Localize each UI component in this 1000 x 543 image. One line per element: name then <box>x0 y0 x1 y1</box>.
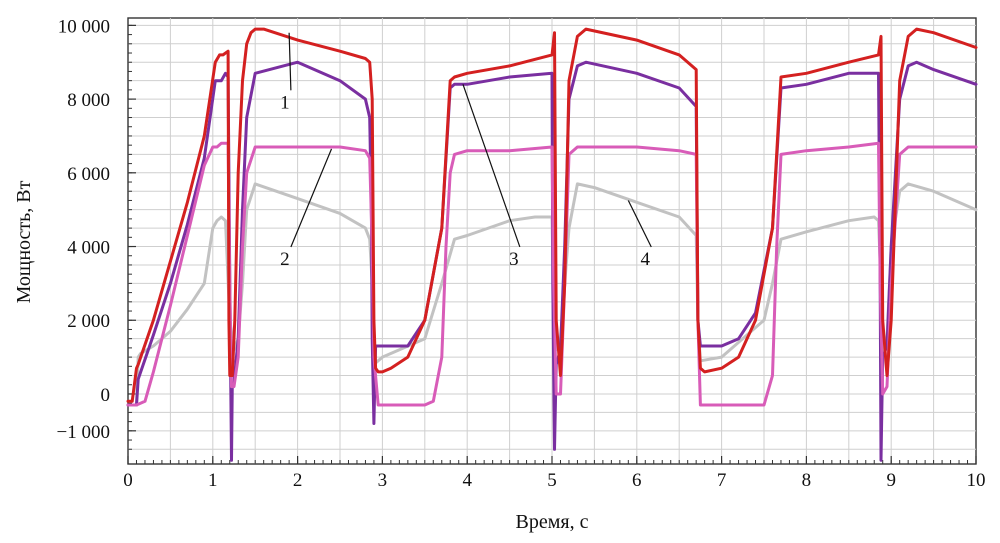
x-tick-label: 3 <box>378 470 388 491</box>
x-tick-label: 2 <box>293 470 303 491</box>
y-tick-label: 10 000 <box>58 16 110 37</box>
x-tick-label: 4 <box>462 470 472 491</box>
y-axis-title: Мощность, Вт <box>13 180 35 303</box>
y-tick-label: 0 <box>101 385 111 406</box>
x-tick-label: 5 <box>547 470 557 491</box>
x-tick-label: 8 <box>802 470 812 491</box>
x-tick-label: 9 <box>886 470 896 491</box>
minor-ticks <box>127 24 977 464</box>
y-tick-labels: −1 000 0 2 000 4 000 6 000 8 000 10 000 <box>57 16 110 442</box>
series-layer <box>126 27 978 462</box>
x-axis-title: Время, с <box>516 511 589 533</box>
series-line-1 <box>126 27 978 403</box>
callout-label-4: 4 <box>641 249 651 270</box>
callout-leader-1 <box>288 32 292 91</box>
x-tick-label: 10 <box>967 470 986 491</box>
x-tick-label: 6 <box>632 470 642 491</box>
y-tick-label: 4 000 <box>67 238 110 259</box>
x-tick-label: 7 <box>717 470 727 491</box>
y-tick-label: −1 000 <box>57 422 110 443</box>
y-tick-label: 2 000 <box>67 311 110 332</box>
y-tick-label: 8 000 <box>67 90 110 111</box>
callout-label-1: 1 <box>280 92 290 113</box>
callout-layer: 1 2 3 4 <box>280 32 652 270</box>
callout-label-2: 2 <box>280 249 290 270</box>
x-tick-labels: 0 1 2 3 4 5 6 7 8 9 10 <box>123 470 985 491</box>
x-tick-label: 0 <box>123 470 133 491</box>
callout-leader-2 <box>290 148 333 248</box>
callout-leader-3 <box>462 84 521 248</box>
callout-leader-4 <box>627 200 652 248</box>
y-tick-label: 6 000 <box>67 164 110 185</box>
callout-label-3: 3 <box>509 249 519 270</box>
x-tick-label: 1 <box>208 470 218 491</box>
series-line-2 <box>126 141 978 407</box>
series-line-4 <box>126 182 978 407</box>
